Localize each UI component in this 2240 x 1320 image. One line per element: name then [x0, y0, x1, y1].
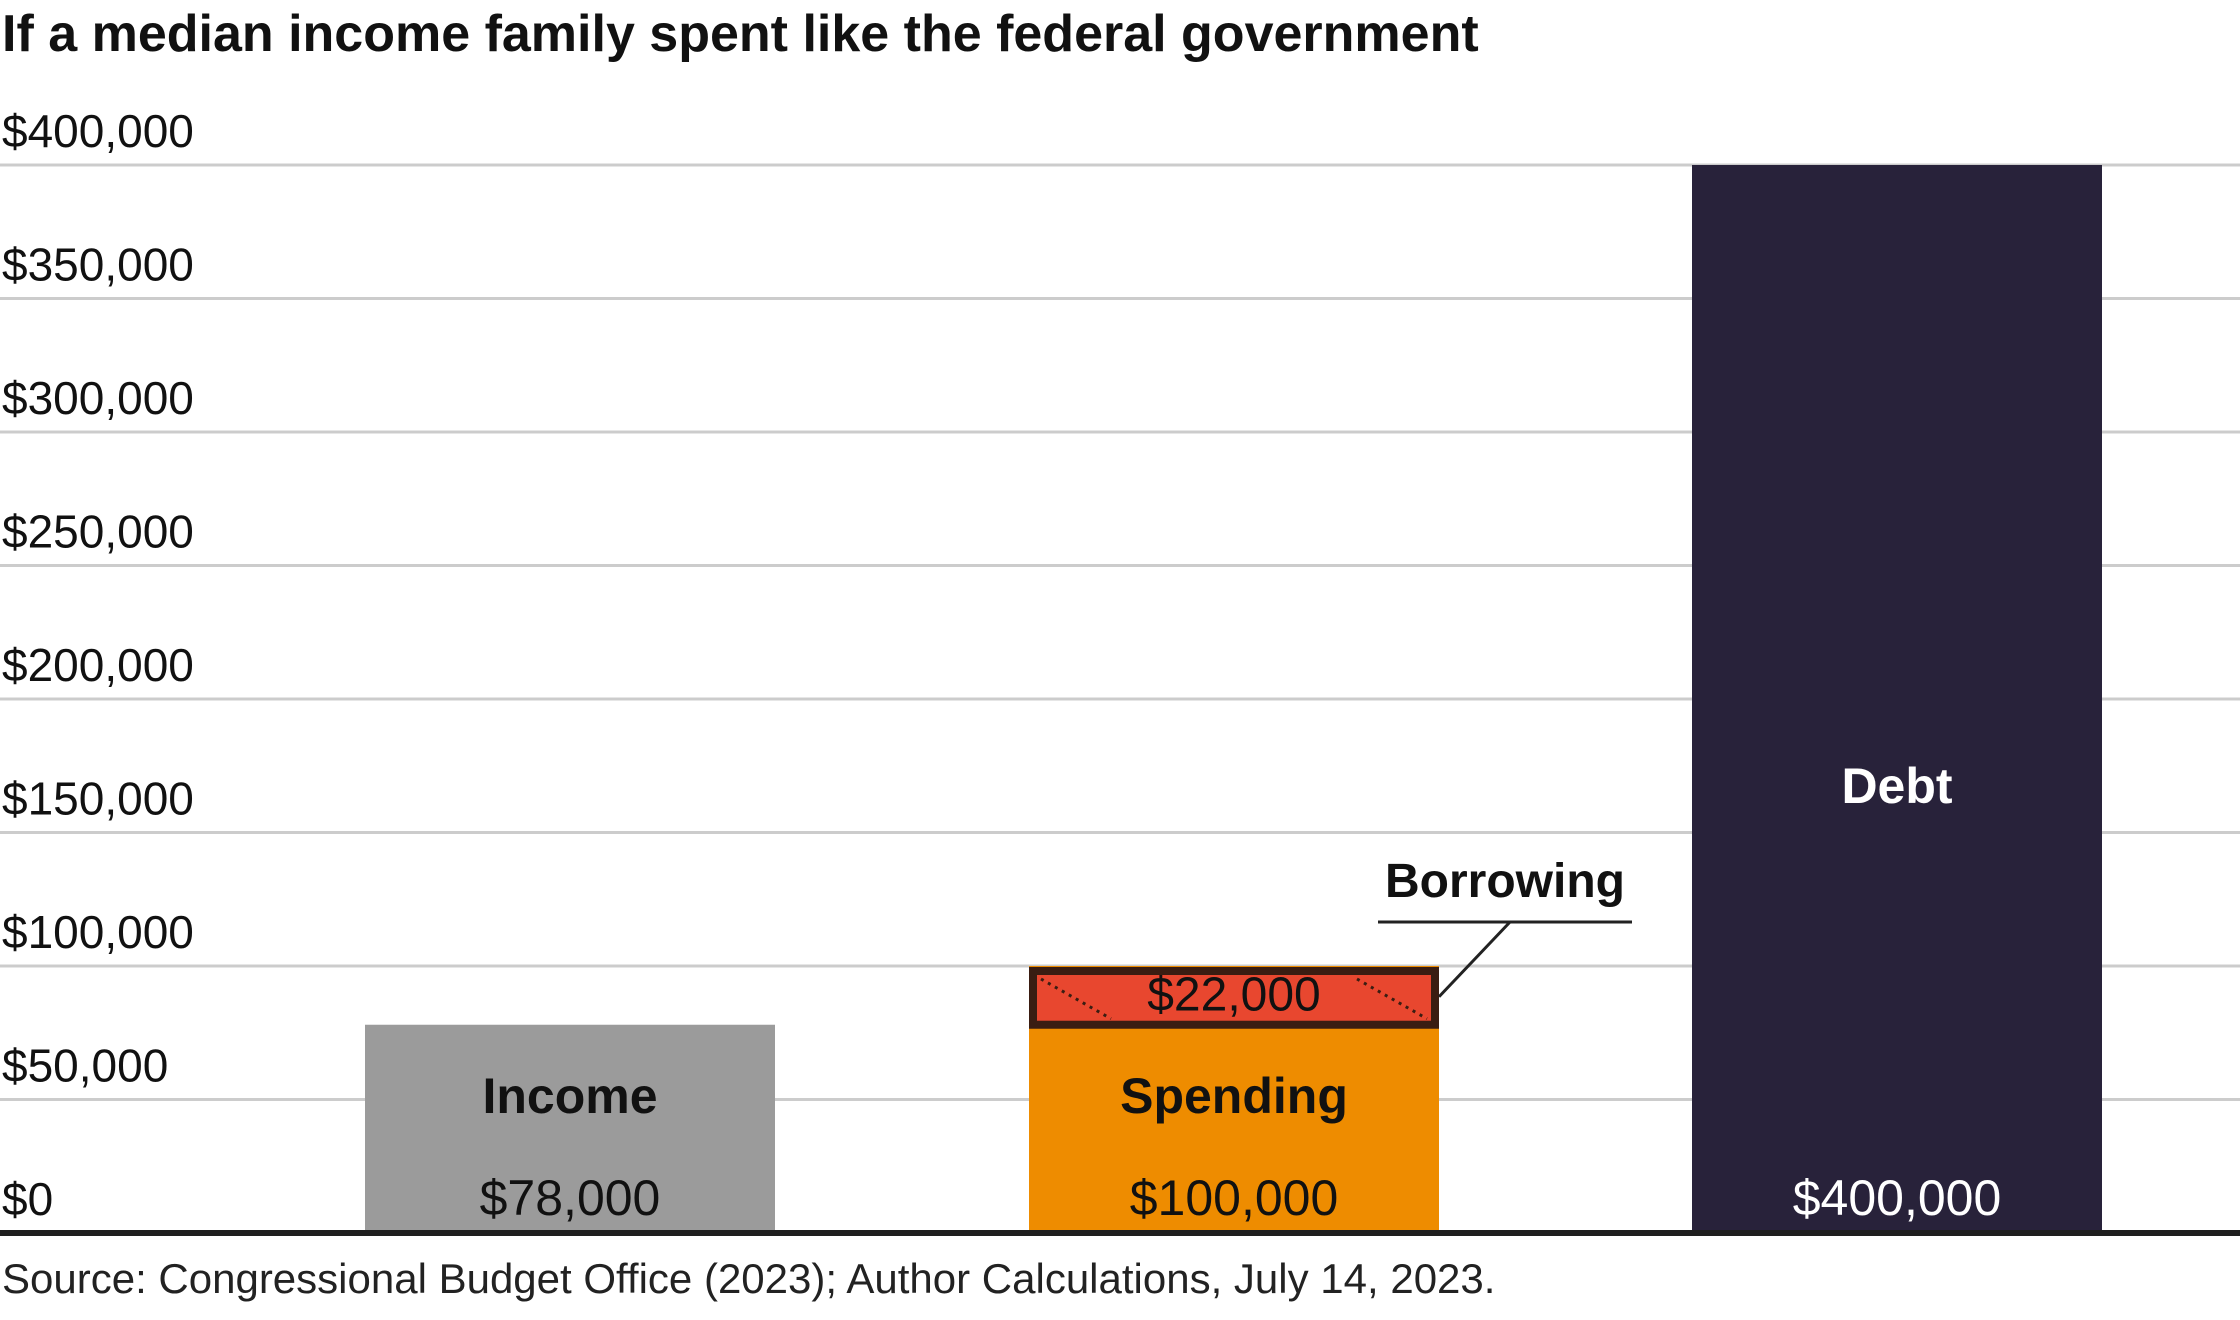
bar-category-label: Spending	[1120, 1068, 1348, 1124]
source-note: Source: Congressional Budget Office (202…	[2, 1255, 1496, 1302]
bar-category-label: Income	[482, 1068, 657, 1124]
y-tick-label: $400,000	[2, 105, 194, 157]
bar-value-label: $100,000	[1130, 1170, 1339, 1226]
bars: Income $78,000 Spending $100,000 Debt $400,00…	[365, 165, 2102, 1233]
bar-category-label: Debt	[1841, 758, 1952, 814]
y-tick-label: $50,000	[2, 1040, 168, 1092]
borrowing-label: Borrowing	[1385, 855, 1625, 908]
y-tick-label: $100,000	[2, 906, 194, 958]
y-tick-label: $150,000	[2, 773, 194, 825]
y-axis-tick-labels: $0 $50,000 $100,000 $150,000 $200,000 $250,00…	[2, 105, 194, 1225]
borrowing-segment	[1029, 967, 1439, 1029]
bar-debt	[1692, 165, 2102, 1233]
y-tick-label: $200,000	[2, 639, 194, 691]
bar-value-label: $400,000	[1793, 1170, 2002, 1226]
leader-line	[1437, 920, 1512, 998]
borrowing-annotation: $22,000 Borrowing	[1029, 855, 1632, 1029]
bar-value-label: $78,000	[480, 1170, 661, 1226]
hatch-mark	[1356, 977, 1428, 1021]
y-tick-label: $250,000	[2, 506, 194, 558]
chart-title: If a median income family spent like the…	[2, 5, 1479, 63]
bar-income	[365, 1024, 775, 1233]
borrowing-value-label: $22,000	[1147, 969, 1321, 1022]
y-tick-label: $350,000	[2, 239, 194, 291]
hatch-mark	[1040, 977, 1112, 1021]
y-tick-label: $300,000	[2, 372, 194, 424]
y-tick-label: $0	[2, 1173, 53, 1225]
